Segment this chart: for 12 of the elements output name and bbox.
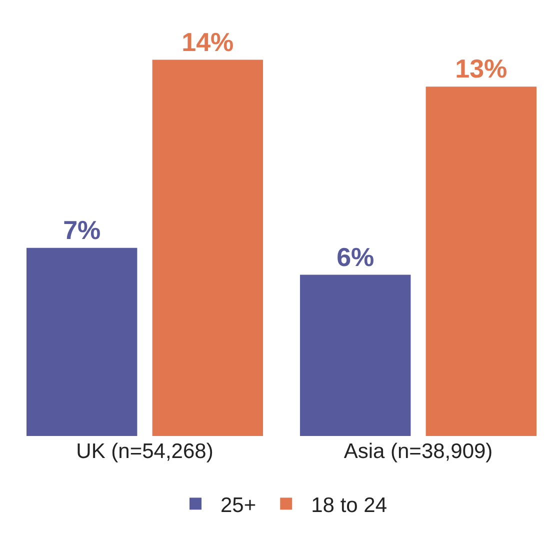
data-label: 7% — [63, 214, 101, 245]
legend-label: 25+ — [220, 494, 256, 517]
bar — [300, 274, 411, 436]
bar — [152, 60, 264, 436]
bar — [426, 86, 537, 436]
legend-label: 18 to 24 — [311, 494, 388, 517]
bar — [26, 248, 138, 436]
x-tick-label: Asia (n=38,909) — [344, 440, 493, 463]
x-tick-label: UK (n=54,268) — [76, 440, 214, 463]
data-label: 6% — [336, 242, 374, 272]
data-label: 14% — [182, 26, 234, 57]
data-label: 13% — [455, 54, 508, 84]
